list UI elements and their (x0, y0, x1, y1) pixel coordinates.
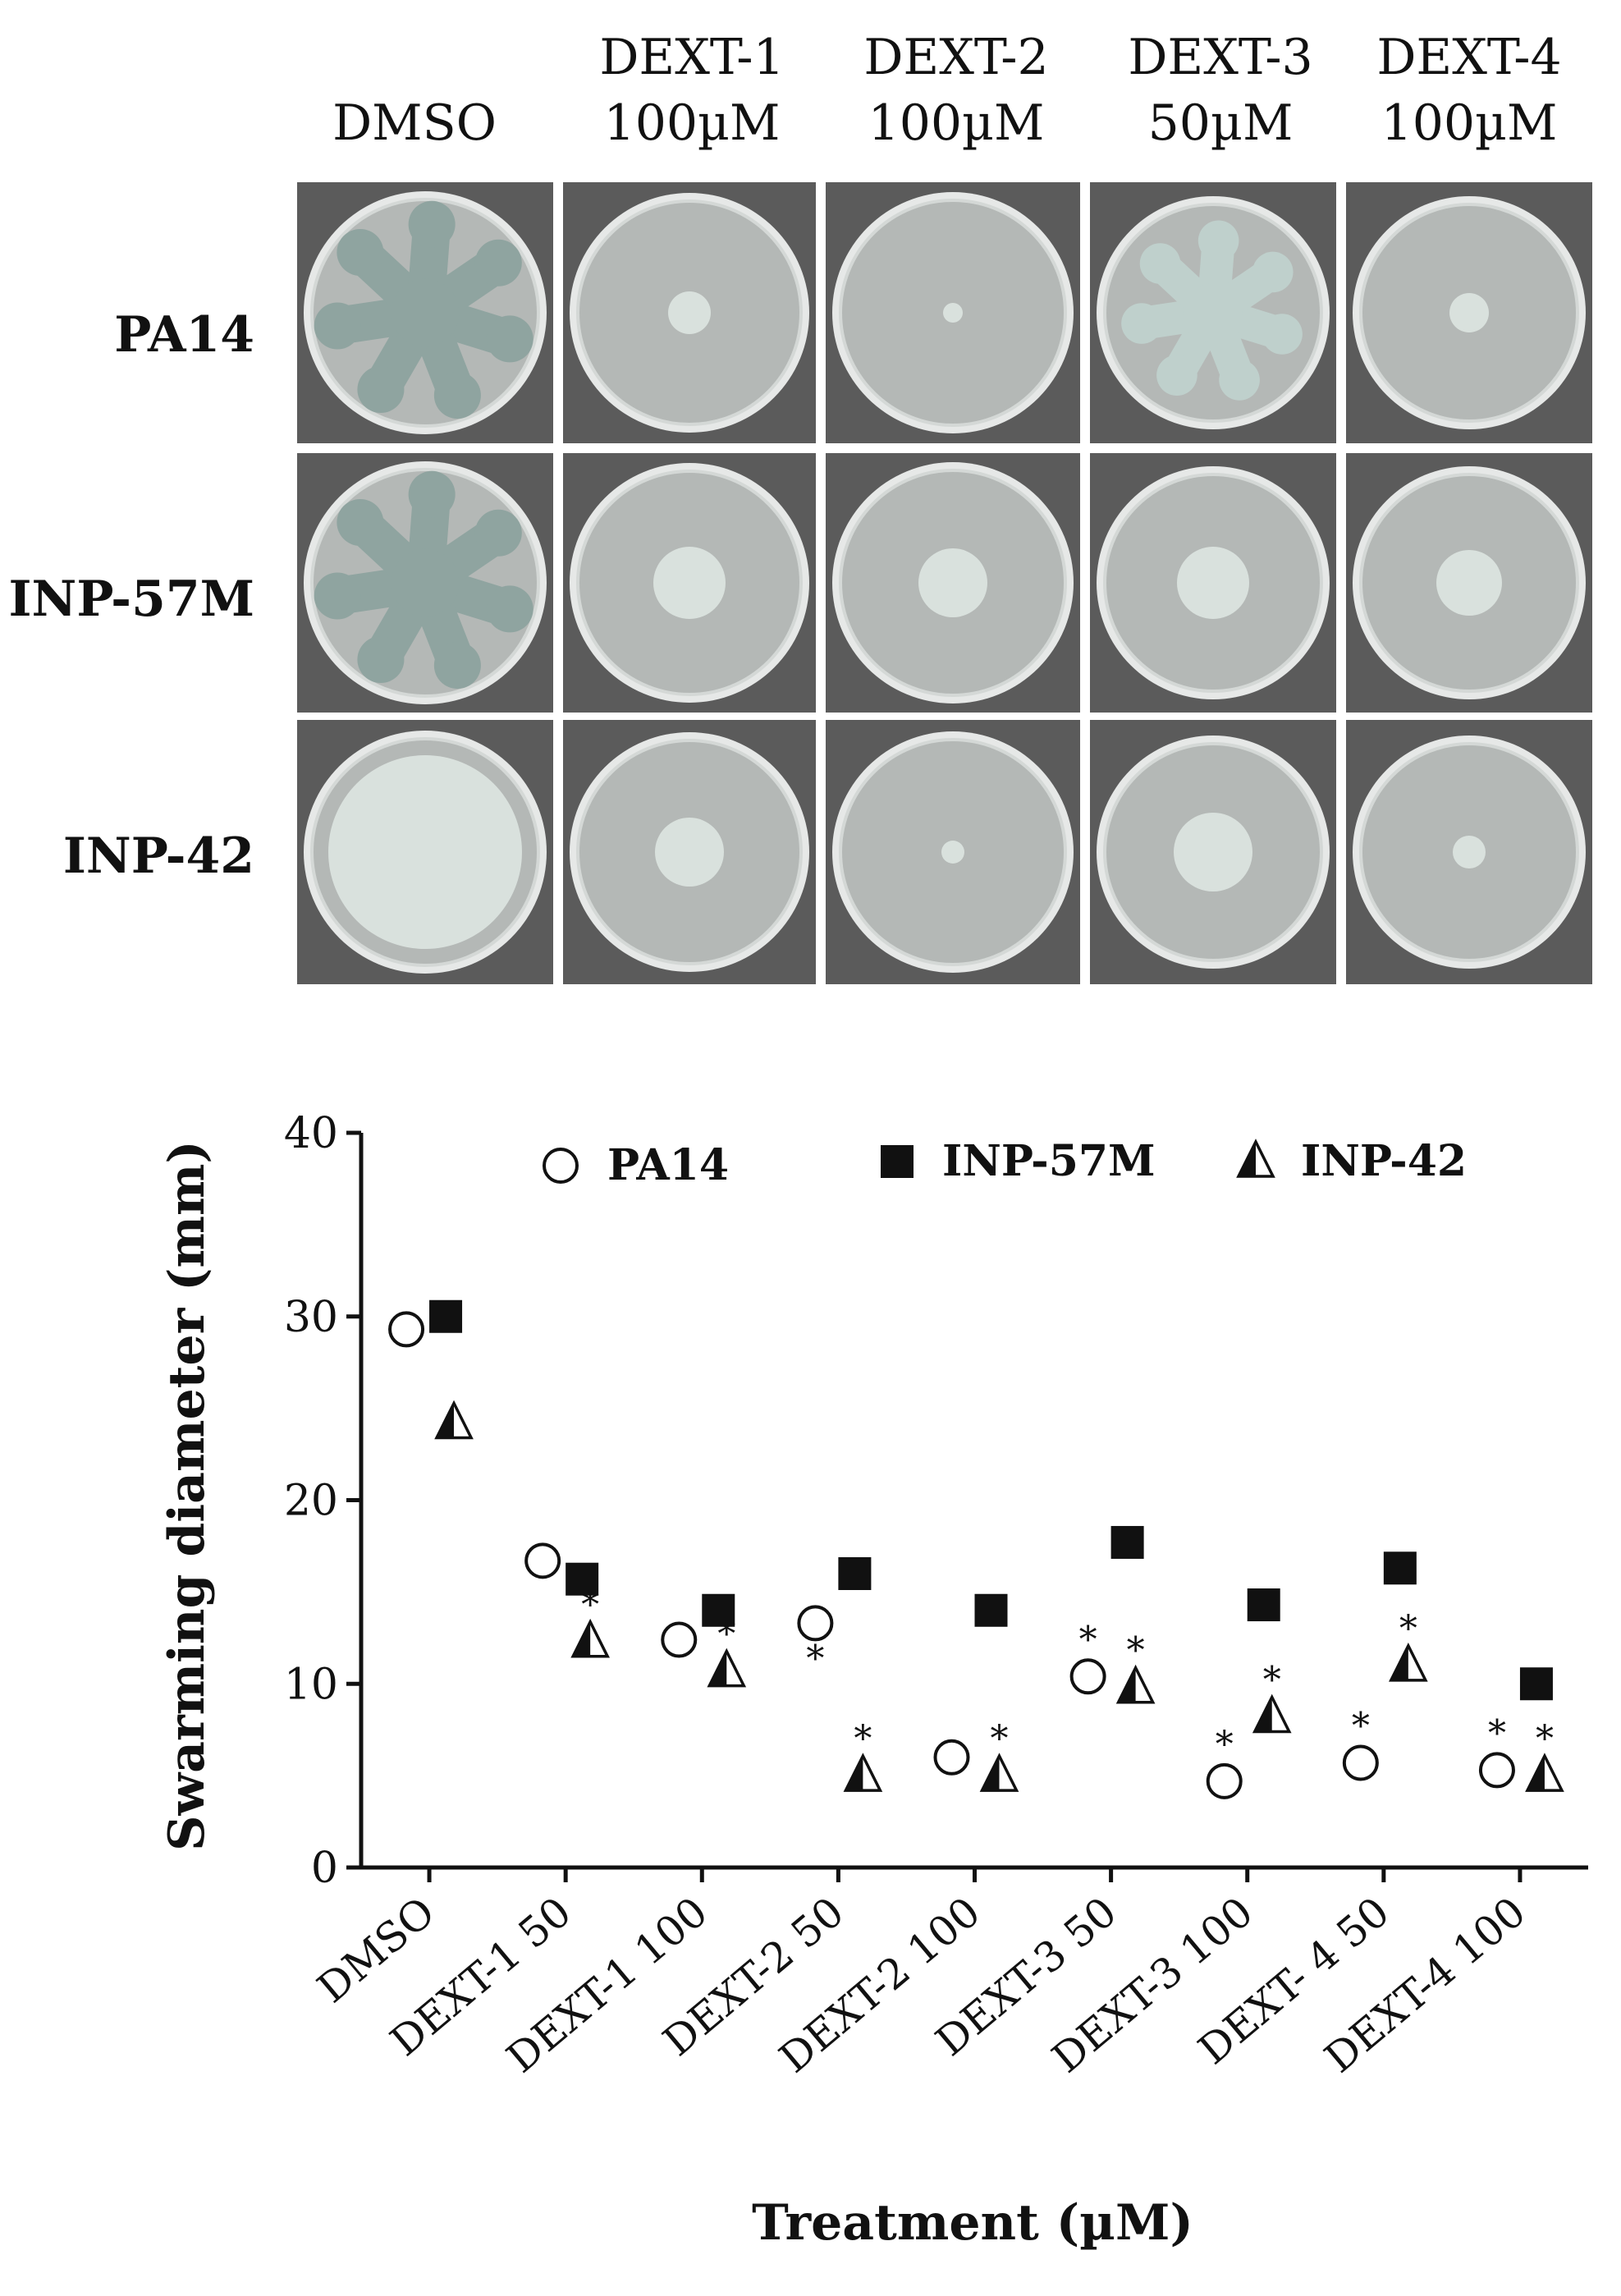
plate-r1-c4 (1346, 453, 1592, 713)
point-0-5 (1069, 1658, 1106, 1695)
plate-r2-c4 (1346, 720, 1592, 984)
point-1-7 (1383, 1551, 1417, 1585)
significance-2-8: * (1536, 1718, 1554, 1760)
plate-r0-c3 (1090, 182, 1336, 443)
significance-0-6: * (1216, 1724, 1234, 1766)
plate-r2-c3 (1090, 720, 1336, 984)
significance-2-3: * (854, 1718, 872, 1760)
y-axis-label: Swarming diameter (mm) (158, 1140, 216, 1851)
point-2-0 (434, 1400, 474, 1440)
y-tick-label-0: 0 (311, 1844, 338, 1893)
point-0-7 (1342, 1744, 1379, 1781)
point-2-6 (1252, 1693, 1292, 1734)
row-labels: PA14 INP-57M INP-42 (8, 306, 254, 885)
column-header-4-line2: 100µM (1381, 94, 1558, 152)
plate-r2-c0 (297, 720, 553, 984)
point-2-8 (1525, 1753, 1564, 1792)
plate-r0-c2 (826, 182, 1080, 443)
significance-0-3: * (806, 1638, 824, 1680)
point-1-5 (1110, 1525, 1144, 1559)
plate-r0-c0 (297, 182, 553, 443)
legend-symbol-1 (881, 1145, 914, 1178)
column-header-4-line1: DEXT-4 (1376, 29, 1561, 86)
point-1-8 (1519, 1667, 1553, 1701)
significance-2-1: * (581, 1584, 599, 1626)
column-header-0-line2: DMSO (332, 94, 497, 152)
legend-symbol-0 (543, 1148, 579, 1184)
y-ticks: 0 10 20 30 40 (284, 1109, 361, 1893)
plate-grid (297, 182, 1592, 984)
row-label-inp-57m: INP-57M (8, 571, 254, 628)
legend-marker-pa14 (543, 1148, 579, 1184)
swarming-chart: PA14 INP-57M INP-42 0 10 20 30 40 DMSODEXT-1… (158, 1109, 1588, 2252)
point-2-5 (1115, 1664, 1156, 1704)
point-2-4 (979, 1753, 1019, 1792)
legend-marker-inp-57m (881, 1145, 914, 1178)
significance-2-5: * (1127, 1630, 1145, 1672)
x-axis-label: Treatment (µM) (752, 2194, 1193, 2252)
column-header-1-line2: 100µM (604, 94, 781, 152)
column-header-2-line1: DEXT-2 (863, 29, 1048, 86)
plate-r1-c2 (826, 453, 1080, 713)
axes (359, 1133, 1588, 1870)
plate-r1-c3 (1090, 453, 1336, 713)
point-2-7 (1389, 1642, 1428, 1682)
point-0-2 (661, 1621, 698, 1658)
data-points: * * * * * * * * * * * * * (388, 1299, 1564, 1799)
point-0-0 (388, 1311, 425, 1348)
plate-r1-c1 (563, 453, 816, 713)
significance-0-5: * (1079, 1619, 1097, 1661)
point-0-6 (1206, 1762, 1243, 1799)
y-tick-label-1: 10 (284, 1660, 338, 1709)
row-label-inp-42: INP-42 (63, 827, 254, 885)
significance-2-2: * (717, 1614, 735, 1656)
column-header-2-line2: 100µM (868, 94, 1045, 152)
significance-2-7: * (1399, 1608, 1417, 1650)
point-1-1 (566, 1562, 599, 1596)
y-tick-label-4: 40 (284, 1109, 338, 1158)
significance-0-8: * (1488, 1712, 1506, 1754)
column-header-3-line1: DEXT-3 (1128, 29, 1312, 86)
point-2-3 (843, 1753, 883, 1792)
plate-r2-c1 (563, 720, 816, 984)
column-header-3-line2: 50µM (1148, 94, 1294, 152)
legend-label-inp-42: INP-42 (1301, 1136, 1467, 1186)
point-0-8 (1478, 1752, 1515, 1789)
legend-label-inp-57m: INP-57M (942, 1136, 1156, 1186)
y-tick-label-3: 30 (284, 1293, 338, 1342)
significance-2-6: * (1263, 1660, 1281, 1702)
y-tick-label-2: 20 (284, 1477, 338, 1526)
legend-marker-inp-42 (1236, 1139, 1275, 1178)
significance-0-7: * (1352, 1705, 1370, 1747)
point-1-6 (1247, 1588, 1280, 1622)
point-2-2 (707, 1648, 747, 1688)
point-2-1 (570, 1618, 610, 1658)
point-0-3 (797, 1605, 834, 1642)
row-label-pa14: PA14 (114, 306, 254, 364)
column-header-1-line1: DEXT-1 (599, 29, 784, 86)
plate-r2-c2 (826, 720, 1080, 984)
plate-r0-c4 (1346, 182, 1592, 443)
point-0-4 (933, 1739, 970, 1776)
significance-2-4: * (991, 1718, 1009, 1760)
column-headers: DMSO DEXT-1 100µM DEXT-2 100µM DEXT-3 50… (332, 29, 1562, 152)
point-1-4 (974, 1593, 1008, 1627)
plate-r1-c0 (297, 453, 553, 713)
point-1-3 (838, 1557, 872, 1590)
legend-label-pa14: PA14 (607, 1140, 729, 1190)
legend: PA14 INP-57M INP-42 (543, 1136, 1467, 1190)
legend-symbol-2 (1236, 1139, 1275, 1178)
point-1-0 (429, 1299, 463, 1333)
point-0-1 (524, 1542, 561, 1579)
plate-panel: DMSO DEXT-1 100µM DEXT-2 100µM DEXT-3 50… (8, 29, 1592, 984)
point-1-2 (702, 1593, 735, 1627)
plate-r0-c1 (563, 182, 816, 443)
